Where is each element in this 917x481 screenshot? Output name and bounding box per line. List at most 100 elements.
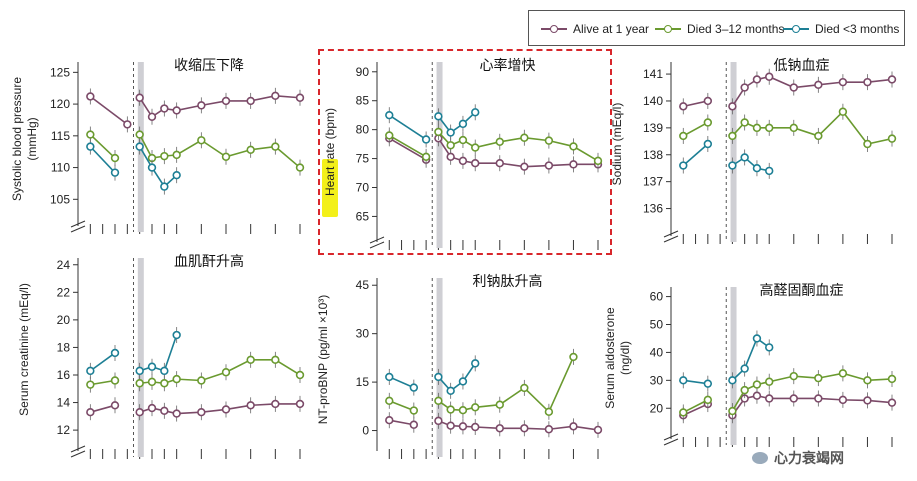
data-point-alive-at-1-year <box>495 159 504 168</box>
series-line-died-3-months <box>437 111 476 134</box>
y-tick-label: 139 <box>643 121 663 135</box>
data-point-died-3-months <box>110 348 120 358</box>
axis-break-mark <box>70 225 86 233</box>
data-point-died-3-12-months <box>740 385 749 395</box>
data-point-died-3-12-months <box>593 156 603 166</box>
data-point-alive-at-1-year <box>385 416 394 425</box>
data-point-died-3-12-months <box>520 133 529 142</box>
data-point-died-3-months <box>421 135 431 144</box>
chart-title: 血肌酐升高 <box>174 253 244 269</box>
data-point-died-3-12-months <box>838 369 848 378</box>
data-point-died-3-12-months <box>172 374 181 384</box>
gray-band <box>137 258 144 457</box>
data-point-alive-at-1-year <box>446 152 455 162</box>
chart-aldosterone: 20 30 40 50 60 高醛固酮血症 Serum aldosterone (ng/dl) <box>603 282 897 447</box>
data-point-alive-at-1-year <box>172 409 181 418</box>
y-tick-label: 60 <box>650 290 664 304</box>
gray-band <box>436 62 443 248</box>
data-point-died-3-12-months <box>458 405 468 415</box>
data-point-alive-at-1-year <box>520 424 529 433</box>
gray-band <box>436 278 443 457</box>
data-point-alive-at-1-year <box>197 101 206 110</box>
data-point-died-3-months <box>679 376 688 385</box>
data-point-died-3-12-months <box>86 380 95 389</box>
data-point-died-3-12-months <box>544 407 554 417</box>
data-point-died-3-12-months <box>385 396 394 406</box>
data-point-died-3-months <box>160 366 169 376</box>
y-axis-label: (mmHg) <box>25 117 39 160</box>
axis-break-mark <box>663 235 679 243</box>
gray-band <box>730 287 737 445</box>
data-point-died-3-12-months <box>197 136 206 145</box>
y-tick-label: 80 <box>356 123 370 137</box>
data-point-alive-at-1-year <box>814 80 823 90</box>
data-point-died-3-months <box>86 366 95 376</box>
series-line-died-3-months <box>731 337 770 381</box>
data-point-died-3-12-months <box>863 376 872 385</box>
legend-item-alive: Alive at 1 year <box>541 22 649 36</box>
data-point-died-3-12-months <box>271 142 280 151</box>
series-line-died-3-12-months <box>388 400 415 412</box>
data-point-alive-at-1-year <box>593 425 603 435</box>
y-tick-label: 90 <box>356 65 370 79</box>
data-point-died-3-months <box>740 153 749 162</box>
data-point-alive-at-1-year <box>765 72 774 81</box>
data-point-alive-at-1-year <box>814 394 823 403</box>
y-tick-label: 40 <box>650 345 664 359</box>
data-point-died-3-12-months <box>728 406 737 416</box>
y-tick-label: 18 <box>57 340 71 354</box>
data-point-alive-at-1-year <box>569 160 578 169</box>
data-point-alive-at-1-year <box>752 391 762 400</box>
data-point-alive-at-1-year <box>172 106 181 115</box>
watermark-text: 心力衰竭网 <box>774 450 844 466</box>
data-point-alive-at-1-year <box>160 104 169 113</box>
data-point-alive-at-1-year <box>434 416 443 426</box>
data-point-died-3-12-months <box>814 131 823 141</box>
data-point-died-3-12-months <box>887 374 897 384</box>
y-tick-label: 24 <box>57 258 71 272</box>
axis-break-mark <box>663 438 679 446</box>
data-point-died-3-12-months <box>765 123 774 133</box>
data-point-died-3-12-months <box>246 145 255 154</box>
data-point-alive-at-1-year <box>221 405 231 414</box>
axis-break-mark <box>70 450 86 458</box>
series-line-died-3-months <box>388 114 427 141</box>
chart-creatinine: 12 14 16 18 20 22 24 血肌酐升高 Serum creatinine (mEq… <box>17 253 305 459</box>
data-point-alive-at-1-year <box>135 407 144 417</box>
series-line-died-3-12-months <box>682 399 709 414</box>
series-line-died-3-12-months <box>138 134 301 169</box>
data-point-died-3-months <box>160 182 169 191</box>
data-point-alive-at-1-year <box>295 93 305 102</box>
data-point-died-3-12-months <box>221 152 231 161</box>
data-point-died-3-months <box>728 376 737 385</box>
chart-title: 收缩压下降 <box>174 57 244 73</box>
data-point-died-3-12-months <box>110 376 120 385</box>
data-point-died-3-12-months <box>814 373 823 383</box>
data-point-died-3-12-months <box>86 130 95 139</box>
data-point-died-3-months <box>740 364 749 373</box>
legend-label-alive: Alive at 1 year <box>573 22 650 36</box>
data-point-died-3-12-months <box>446 405 455 414</box>
y-tick-label: 22 <box>57 285 71 299</box>
data-point-died-3-months <box>135 142 144 151</box>
y-tick-label: 110 <box>51 161 70 175</box>
series-line-alive-at-1-year <box>90 404 116 413</box>
data-point-died-3-months <box>172 170 181 180</box>
data-point-died-3-12-months <box>495 137 504 146</box>
data-point-alive-at-1-year <box>197 407 206 417</box>
data-point-alive-at-1-year <box>569 422 578 431</box>
legend: Alive at 1 year Died 3–12 months Died <3… <box>528 10 905 46</box>
series-line-died-3-12-months <box>388 134 427 158</box>
data-point-died-3-months <box>110 168 120 177</box>
data-point-died-3-12-months <box>160 379 169 388</box>
data-point-died-3-12-months <box>887 134 897 143</box>
data-point-died-3-12-months <box>271 355 280 365</box>
y-axis-label: Serum aldosterone <box>603 307 617 409</box>
axis-break-mark <box>369 241 385 249</box>
y-tick-label: 115 <box>51 129 70 143</box>
data-point-died-3-12-months <box>789 371 798 381</box>
data-point-died-3-months <box>86 142 95 151</box>
chart-title: 高醛固酮血症 <box>760 282 844 298</box>
watermark: 心力衰竭网 <box>752 448 844 468</box>
